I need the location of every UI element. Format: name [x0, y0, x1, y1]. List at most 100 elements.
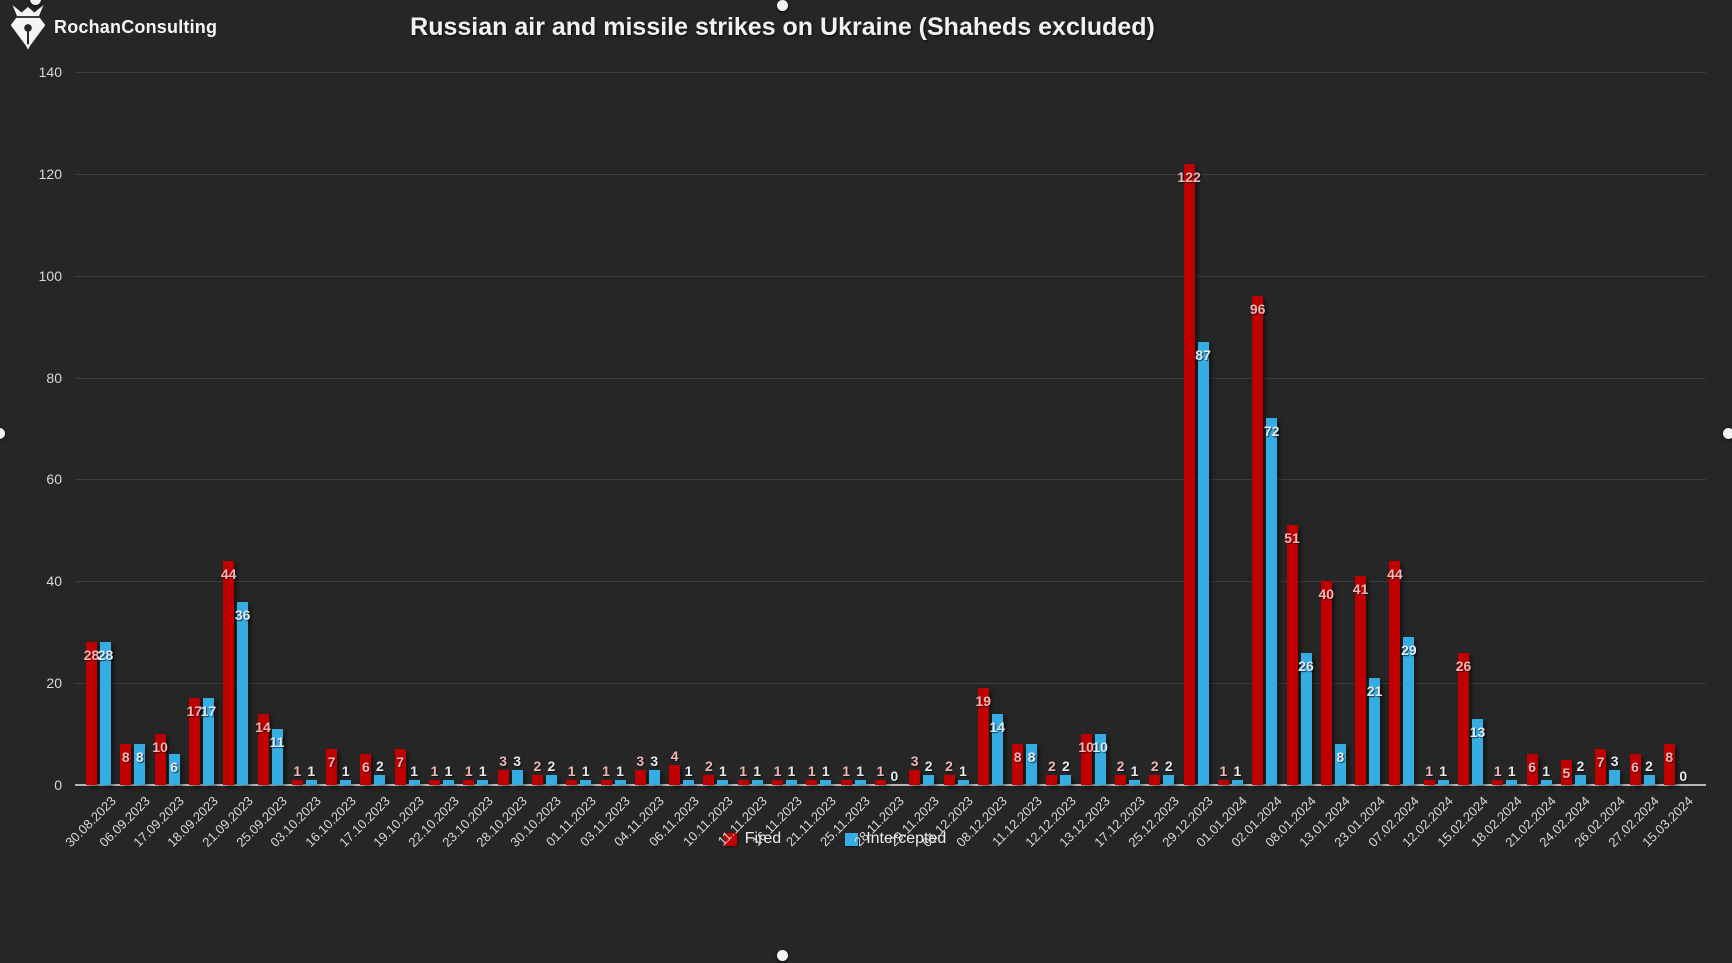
- bar-value-label-fired: 2: [945, 757, 953, 774]
- bar-value-label-fired: 1: [430, 762, 439, 779]
- bar-value-label-fired: 1: [1425, 762, 1434, 779]
- bar-intercepted: [820, 779, 832, 785]
- bar-intercepted: [477, 779, 489, 785]
- bar-value-label-intercepted: 1: [1542, 762, 1550, 779]
- logo: RochanConsulting: [8, 4, 217, 50]
- bar-fired: [497, 769, 509, 785]
- bar-value-label-fired: 7: [327, 754, 336, 771]
- gridline: [75, 377, 1706, 379]
- bar-intercepted: [1026, 744, 1038, 785]
- bar-intercepted: [545, 774, 557, 785]
- bar-value-label-intercepted: 3: [650, 752, 659, 769]
- bar-value-label-fired: 8: [1013, 749, 1022, 766]
- bar-fired: [1629, 754, 1641, 785]
- selection-handle-top-left[interactable]: [30, 0, 41, 5]
- gridline: [75, 275, 1706, 277]
- bar-intercepted: [1506, 779, 1518, 785]
- bar-intercepted: [1574, 774, 1586, 785]
- bar-value-label-fired: 7: [396, 754, 405, 771]
- bar-value-label-intercepted: 1: [444, 762, 453, 779]
- bar-value-label-intercepted: 3: [513, 752, 521, 769]
- bar-fired: [1560, 759, 1572, 785]
- bar-intercepted: [271, 728, 283, 785]
- bar-value-label-fired: 41: [1352, 581, 1369, 598]
- bar-value-label-fired: 8: [1665, 749, 1674, 766]
- bar-intercepted: [991, 713, 1003, 785]
- bar-fired: [1389, 560, 1401, 785]
- bar-value-label-intercepted: 1: [1130, 762, 1139, 779]
- bar-intercepted: [100, 642, 111, 785]
- y-axis-tick-label: 140: [38, 64, 62, 80]
- bar-value-label-intercepted: 8: [1336, 749, 1345, 766]
- bar-fired: [1149, 774, 1161, 785]
- bar-value-label-fired: 1: [807, 762, 816, 779]
- bar-fired: [1492, 779, 1504, 785]
- bar-value-label-fired: 1: [773, 762, 782, 779]
- bar-intercepted: [1472, 718, 1483, 785]
- legend-item-intercepted: Intercepted: [845, 830, 946, 848]
- bar-value-label-intercepted: 11: [269, 733, 285, 750]
- bar-value-label-fired: 44: [220, 565, 237, 582]
- bar-value-label-intercepted: 6: [170, 759, 178, 776]
- bar-fired: [463, 779, 475, 785]
- bar-fired: [1183, 163, 1195, 785]
- bar-value-label-fired: 51: [1284, 530, 1300, 547]
- bar-fired: [1115, 774, 1126, 785]
- selection-handle-bottom[interactable]: [777, 950, 788, 961]
- bar-intercepted: [683, 779, 695, 785]
- logo-text: RochanConsulting: [54, 16, 218, 37]
- bar-value-label-fired: 8: [121, 749, 130, 766]
- bar-value-label-intercepted: 17: [200, 703, 217, 720]
- bar-fired: [1320, 581, 1332, 785]
- gridline: [75, 479, 1706, 481]
- bar-value-label-fired: 1: [464, 762, 473, 779]
- bar-intercepted: [134, 744, 146, 785]
- legend: Fired Intercepted: [0, 830, 1670, 848]
- bar-value-label-intercepted: 36: [234, 606, 251, 623]
- bar-value-label-fired: 6: [1631, 759, 1639, 776]
- bar-intercepted: [854, 779, 866, 785]
- bar-value-label-fired: 3: [636, 752, 645, 769]
- selection-handle-left[interactable]: [0, 428, 5, 439]
- bar-value-label-fired: 3: [910, 752, 919, 769]
- bar-value-label-fired: 28: [83, 647, 100, 664]
- bar-intercepted: [1060, 774, 1072, 785]
- bar-intercepted: [957, 779, 969, 785]
- bar-value-label-intercepted: 2: [375, 757, 384, 774]
- bar-fired: [943, 774, 955, 785]
- bar-value-label-intercepted: 21: [1366, 683, 1383, 700]
- bar-fired: [1423, 779, 1435, 785]
- bar-fired: [86, 642, 97, 785]
- bar-intercepted: [1163, 774, 1175, 785]
- bar-value-label-intercepted: 10: [1092, 739, 1108, 756]
- bar-fired: [703, 774, 715, 785]
- bar-fired: [154, 734, 166, 785]
- bar-fired: [669, 764, 681, 785]
- bar-intercepted: [305, 779, 317, 785]
- bar-fired: [1526, 754, 1538, 785]
- bar-value-label-fired: 1: [1219, 762, 1228, 779]
- bar-intercepted: [1231, 779, 1243, 785]
- bar-intercepted: [1300, 652, 1312, 785]
- bar-intercepted: [1609, 769, 1621, 785]
- bar-fired: [188, 698, 200, 785]
- bar-fired: [1252, 296, 1264, 785]
- gridline: [75, 581, 1706, 583]
- bar-fired: [291, 779, 303, 785]
- y-axis-tick-label: 20: [46, 675, 62, 692]
- bar-value-label-intercepted: 1: [1233, 762, 1242, 779]
- bar-value-label-intercepted: 28: [97, 647, 114, 664]
- gridline: [75, 173, 1706, 175]
- bar-value-label-fired: 14: [255, 718, 271, 735]
- bar-fired: [1458, 652, 1469, 785]
- bar-value-label-fired: 1: [602, 762, 610, 779]
- bar-value-label-intercepted: 13: [1469, 723, 1486, 740]
- bar-fired: [120, 744, 132, 785]
- bar-value-label-fired: 2: [704, 757, 713, 774]
- bar-value-label-fired: 44: [1387, 565, 1403, 582]
- bar-value-label-intercepted: 2: [924, 757, 933, 774]
- y-axis-tick-label: 100: [38, 267, 62, 284]
- selection-handle-top[interactable]: [777, 0, 788, 11]
- bar-value-label-intercepted: 0: [890, 768, 899, 784]
- selection-handle-right[interactable]: [1723, 428, 1732, 439]
